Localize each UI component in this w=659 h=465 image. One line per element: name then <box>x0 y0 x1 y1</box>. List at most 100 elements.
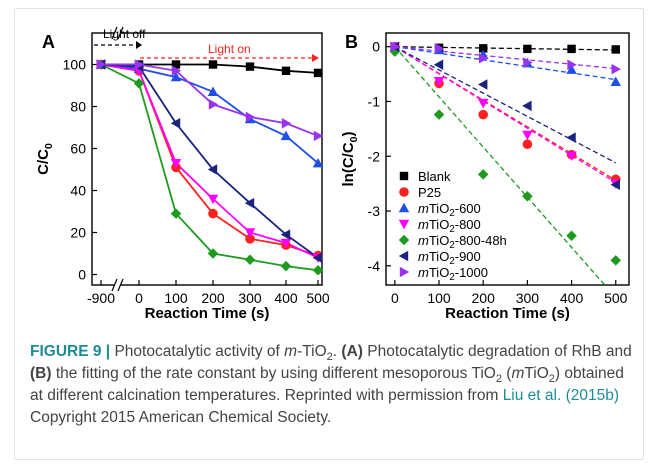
panel-b-x-tick-label: 300 <box>516 290 540 306</box>
panel-b-y-tick-label: -3 <box>368 203 381 219</box>
panel-a-axis-break-mark <box>111 278 118 292</box>
panel-a-axis-break-gap <box>114 279 121 291</box>
panel-b-data-point <box>566 151 577 161</box>
panel-b-legend-marker <box>399 266 410 278</box>
panel-b-y-tick-label: -2 <box>368 148 381 164</box>
caption-ref-a: (A) <box>341 343 363 360</box>
panel-b-fit-line <box>394 46 617 164</box>
panel-b-data-point <box>610 76 621 86</box>
caption-text-3: -TiO <box>297 343 327 360</box>
panel-a-data-point <box>281 66 291 75</box>
panel-a-y-axis-label-group: C/C0 <box>35 143 55 175</box>
panel-b-x-tick-label: 0 <box>391 290 399 306</box>
panel-b-y-axis-label: ln(C/C0) <box>340 131 360 186</box>
caption-sub-14: 2 <box>548 373 555 386</box>
panel-a-data-point <box>245 111 256 123</box>
panel-a-data-point <box>245 234 255 244</box>
panel-a-data-point <box>281 118 292 129</box>
caption-sub-10: 2 <box>495 373 502 386</box>
panel-a-x-tick-label: -900 <box>87 290 115 306</box>
caption-text-5: . <box>332 343 342 360</box>
panel-a-data-point <box>312 157 324 168</box>
panel-b-data-point <box>478 109 489 120</box>
panel-a-data-point <box>170 118 181 129</box>
panel-a-data-point <box>170 71 182 82</box>
panel-b-fit-line <box>394 46 616 70</box>
panel-b-data-point <box>434 43 445 54</box>
caption-text-13: TiO <box>524 365 549 382</box>
panel-a-y-axis-label: C/C0 <box>35 143 55 175</box>
panel-a-data-point <box>171 65 182 77</box>
panel-b-plot-frame <box>385 32 630 286</box>
panel-b-fit-line <box>394 46 616 51</box>
panel-b-y-axis-label-group: ln(C/C0) <box>340 131 360 186</box>
panel-b-data-point <box>477 79 488 90</box>
panel-b-data-point <box>477 169 489 180</box>
panel-b-data-point <box>433 77 445 87</box>
caption-text-17: Copyright 2015 American Chemical Society… <box>30 409 332 426</box>
panel-b-label: B <box>345 32 358 52</box>
panel-b-legend-label: Blank <box>418 169 451 184</box>
panel-a-y-tick-label: 80 <box>70 99 86 115</box>
panel-a-axis-break-mark <box>111 26 118 40</box>
panel-a-x-tick-label: 200 <box>201 290 225 306</box>
panel-a-x-axis-label: Reaction Time (s) <box>145 305 270 322</box>
panel-a-data-point <box>208 208 218 219</box>
panel-a-y-tick-label: 20 <box>70 225 86 241</box>
panel-b-data-point <box>522 100 532 112</box>
panel-a-data-point <box>171 60 181 69</box>
panel-a-data-point <box>134 59 145 70</box>
panel-b-fit-line <box>394 46 617 184</box>
caption-citation-link[interactable]: Liu et al. (2015b) <box>502 387 620 404</box>
panel-a-data-point <box>170 208 182 219</box>
panel-b-data-point <box>567 44 576 54</box>
panel-b-data-point <box>433 59 444 71</box>
panel-a-series-line <box>100 63 319 164</box>
panel-a-data-point <box>313 68 323 78</box>
panel-a-data-point <box>133 78 145 89</box>
panel-a-data-point <box>207 194 219 205</box>
panel-b-data-point <box>479 52 489 64</box>
caption-text-1: Photocatalytic activity of <box>110 343 285 360</box>
panel-b-legend-label: mTiO2-1000 <box>418 265 488 283</box>
panel-b-data-point <box>610 179 620 190</box>
caption-label: FIGURE 9 | <box>30 343 111 360</box>
panel-b-fit-line <box>394 46 617 181</box>
panel-b-y-tick-label: 0 <box>372 39 380 55</box>
panel-b-legend-label: mTiO2-900 <box>418 249 481 267</box>
panel-a-x-tick-label: 0 <box>135 290 143 306</box>
panel-a-axis-break-mark <box>117 278 124 292</box>
panel-a-data-point <box>244 254 256 266</box>
panel-b-x-tick-label: 200 <box>472 290 496 306</box>
panel-b: B 0-1-2-3-40 100 200 300 400 500BlankP25mTiO2-… <box>340 32 630 322</box>
caption-sub-4: 2 <box>326 351 333 364</box>
panel-b-legend-label: mTiO2-800-48h <box>418 233 507 251</box>
panel-b-legend-marker <box>398 250 409 262</box>
panel-b-data-point <box>523 57 533 68</box>
panel-a-x-tick-label: 100 <box>164 290 188 306</box>
panel-b-data-point <box>477 98 489 109</box>
panel-a-light-on-label: Light on <box>208 42 251 56</box>
panel-b-data-point <box>566 64 577 74</box>
panel-b-data-point <box>479 44 488 53</box>
panel-b-data-point <box>567 59 577 71</box>
panel-b-data-point <box>522 130 533 141</box>
panel-a-plot-frame <box>91 32 323 286</box>
panel-b-x-tick-label: 100 <box>427 290 451 306</box>
panel-b-x-tick-label: 500 <box>604 290 628 306</box>
panel-b-data-point <box>566 230 577 241</box>
panel-a-y-tick-label: 100 <box>63 57 87 73</box>
panel-b-legend-marker <box>399 171 409 181</box>
panel-a-x-tick-label: 500 <box>306 290 330 306</box>
panel-a-light-off-label: Light off <box>103 27 146 41</box>
caption-text-9: the fitting of the rate constant by usin… <box>51 365 496 382</box>
figure-caption: FIGURE 9 | Photocatalytic activity of m-… <box>30 341 640 429</box>
panel-b-legend-label: mTiO2-600 <box>418 201 481 219</box>
caption-ref-b: (B) <box>30 365 52 382</box>
panel-a-axis-break-gap <box>114 27 121 39</box>
panel-a-x-tick-label: 400 <box>274 290 298 306</box>
panel-a-data-point <box>207 86 219 96</box>
caption-text-11: ( <box>501 365 512 382</box>
